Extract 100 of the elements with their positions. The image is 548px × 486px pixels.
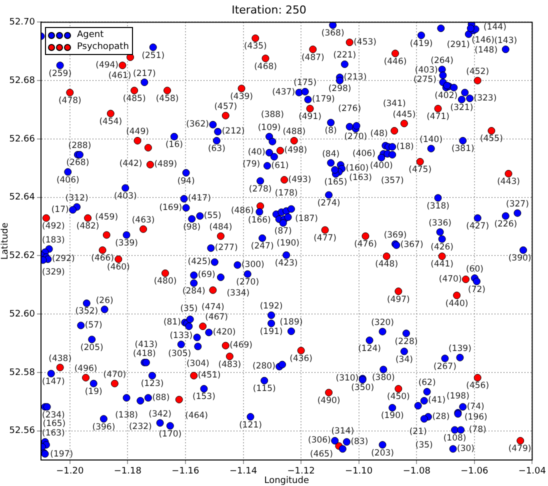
annotation: (329): [42, 268, 65, 278]
annotation: (435): [244, 42, 267, 52]
x-tick-label: −1.08: [402, 466, 431, 477]
point: [325, 388, 333, 396]
x-tick-label: −1.04: [518, 466, 546, 477]
annotation: (48): [370, 129, 388, 140]
annotation: (226): [494, 219, 518, 230]
point: [209, 286, 217, 294]
annotation: (160): [346, 164, 369, 174]
x-tick-label: −1.06: [460, 466, 488, 477]
annotation: (466): [91, 254, 114, 264]
annotation: (228): [394, 336, 418, 347]
annotation: (108): [443, 433, 466, 444]
annotation: (440): [445, 298, 468, 309]
annotation: (441): [430, 260, 454, 270]
point: [416, 158, 424, 166]
annotation: (247): [250, 242, 274, 252]
point: [106, 110, 114, 118]
x-tick-label: −1.18: [114, 466, 142, 477]
annotation: (133): [170, 330, 193, 341]
y-tick-label: 52.62: [9, 251, 35, 262]
annotation: (153): [192, 392, 216, 402]
annotation: (497): [387, 294, 410, 305]
annotation: (426): [430, 242, 454, 253]
annotation: (63): [208, 144, 226, 154]
annotation: (470): [438, 274, 462, 284]
annotation: (26): [96, 296, 114, 306]
point: [252, 34, 260, 42]
annotation: (420): [212, 327, 236, 338]
annotation: (166): [248, 215, 271, 226]
annotation: (55): [204, 210, 222, 221]
legend-label: Agent: [77, 29, 104, 41]
x-tick-label: −1.10: [345, 466, 373, 477]
point: [144, 144, 152, 152]
annotation: (486): [230, 206, 254, 216]
x-tick-label: −1.14: [229, 466, 258, 477]
annotation: (79): [242, 160, 260, 170]
y-tick-label: 52.64: [9, 192, 36, 203]
annotation: (277): [214, 243, 238, 254]
point: [98, 246, 106, 254]
annotation: (323): [474, 93, 497, 104]
annotation: (189): [280, 318, 303, 328]
annotation: (179): [312, 94, 335, 104]
annotation: (280): [252, 362, 276, 372]
annotation: (146): [472, 36, 494, 46]
annotation: (485): [122, 94, 146, 104]
annotation: (165): [324, 177, 348, 188]
annotation: (480): [154, 276, 177, 287]
annotation: (449): [126, 127, 149, 138]
point: [453, 292, 461, 300]
legend-label: Psychopath: [77, 41, 129, 53]
point: [504, 170, 512, 178]
annotation: (213): [344, 72, 367, 82]
point: [434, 104, 442, 112]
annotation: (459): [95, 212, 118, 222]
annotation: (419): [410, 38, 433, 49]
annotation: (477): [314, 233, 336, 244]
chart-title: Iteration: 250: [232, 3, 306, 16]
annotation: (187): [295, 214, 318, 224]
annotation: (457): [214, 102, 238, 112]
annotation: (87): [274, 226, 292, 236]
annotation: (192): [260, 302, 283, 312]
point: [161, 269, 169, 277]
annotation: (369): [384, 230, 407, 240]
point: [290, 136, 298, 144]
annotation: (320): [371, 318, 394, 328]
annotation: (191): [260, 326, 283, 337]
annotation: (292): [52, 254, 75, 264]
annotation: (339): [115, 238, 138, 248]
annotation: (314): [331, 426, 354, 436]
point: [216, 232, 224, 240]
annotation: (251): [142, 50, 165, 61]
point: [56, 364, 64, 372]
annotation: (62): [418, 378, 436, 388]
point: [66, 88, 74, 96]
annotation: (300): [241, 260, 264, 270]
annotation: (451): [198, 370, 221, 381]
annotation: (198): [446, 391, 470, 402]
annotation: (488): [282, 127, 306, 138]
annotation: (479): [508, 444, 532, 454]
annotation: (40): [248, 148, 266, 158]
annotation: (124): [358, 344, 381, 354]
annotation: (19): [84, 386, 102, 397]
annotation: (456): [466, 381, 490, 392]
point: [394, 288, 402, 296]
annotation: (467): [205, 312, 228, 322]
annotation: (268): [66, 158, 90, 168]
annotation: (139): [448, 344, 472, 354]
annotation: (98): [183, 222, 201, 232]
annotation: (341): [382, 99, 406, 110]
annotation: (115): [252, 384, 276, 394]
annotation: (28): [432, 412, 450, 422]
annotation: (452): [466, 67, 490, 78]
annotation: (498): [284, 146, 308, 156]
annotation: (437): [272, 87, 296, 98]
point: [362, 232, 370, 240]
annotation: (445): [392, 110, 416, 120]
point: [394, 385, 402, 393]
annotation: (438): [48, 354, 72, 364]
annotation: (390): [508, 254, 532, 264]
